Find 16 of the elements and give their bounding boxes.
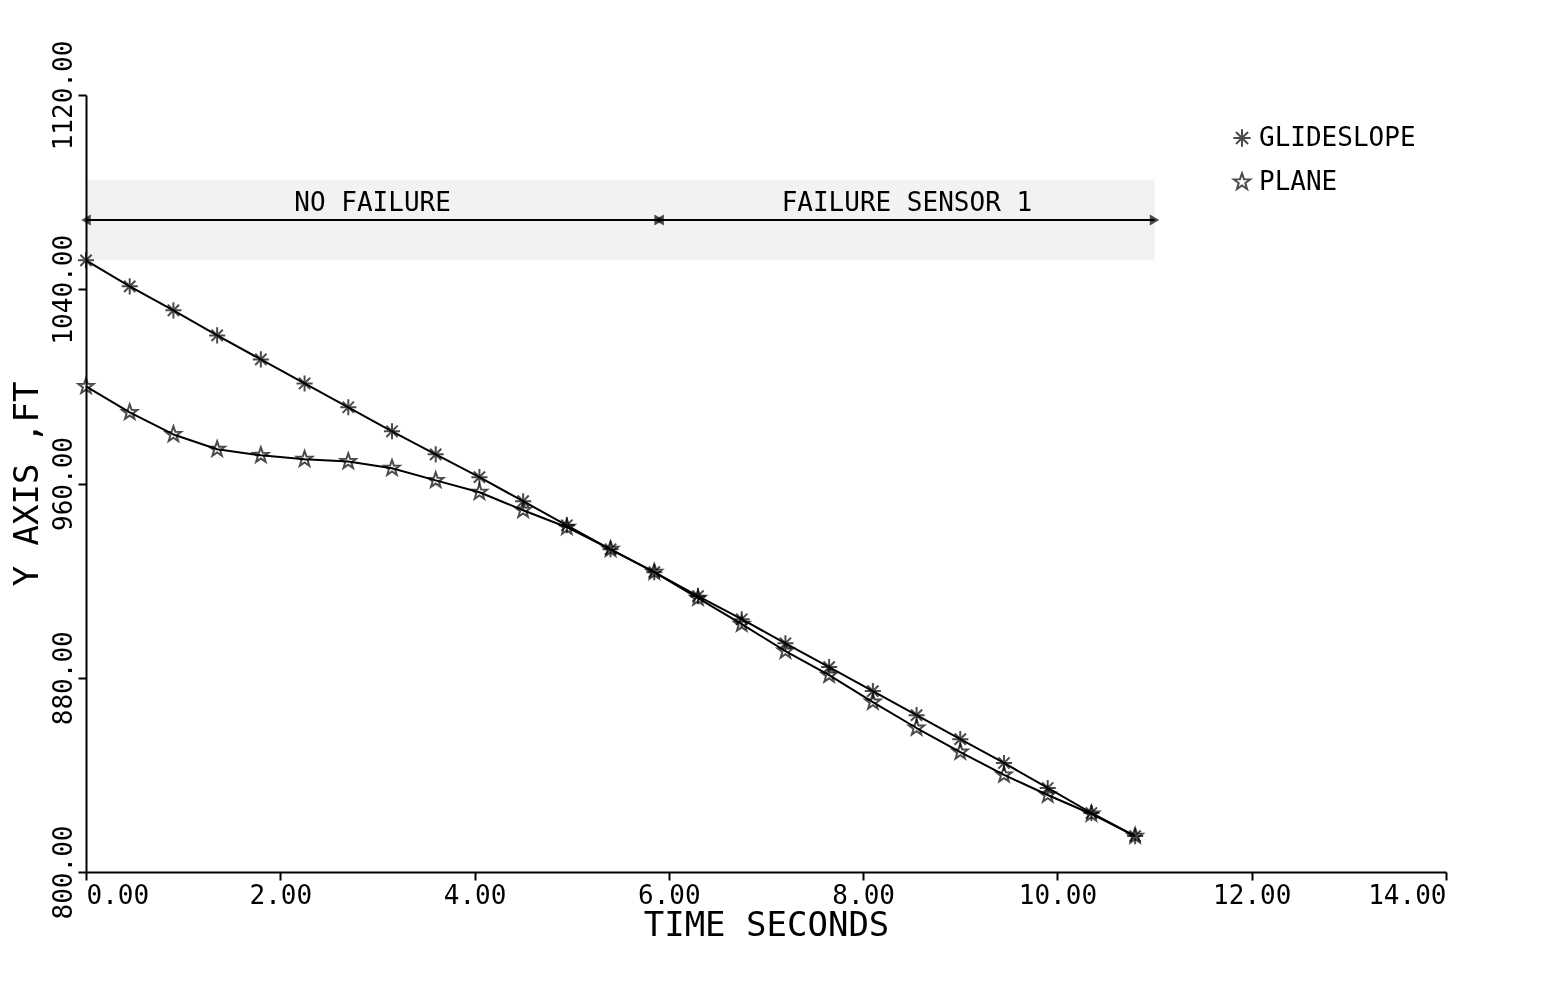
x-tick-label: 10.00 [1018, 879, 1098, 910]
x-tick-label: 14.00 [1368, 879, 1447, 910]
y-tick-label: 1120.00 [47, 40, 78, 151]
y-tick-label: 1040.00 [47, 234, 78, 345]
band-label: FAILURE SENSOR 1 [781, 187, 1033, 217]
y-tick-label: 880.00 [47, 631, 78, 726]
y-axis-title: Y AXIS ,FT [5, 381, 46, 587]
x-tick-label: 0.00 [86, 879, 150, 910]
legend-label: GLIDESLOPE [1259, 122, 1416, 152]
y-tick-label: 960.00 [47, 437, 78, 531]
band-label: NO FAILURE [294, 187, 451, 217]
legend-label: PLANE [1259, 166, 1338, 196]
x-tick-label: 2.00 [249, 879, 313, 910]
x-tick-label: 4.00 [443, 879, 507, 910]
x-tick-label: 12.00 [1213, 879, 1292, 910]
y-tick-label: 800.00 [47, 825, 78, 920]
